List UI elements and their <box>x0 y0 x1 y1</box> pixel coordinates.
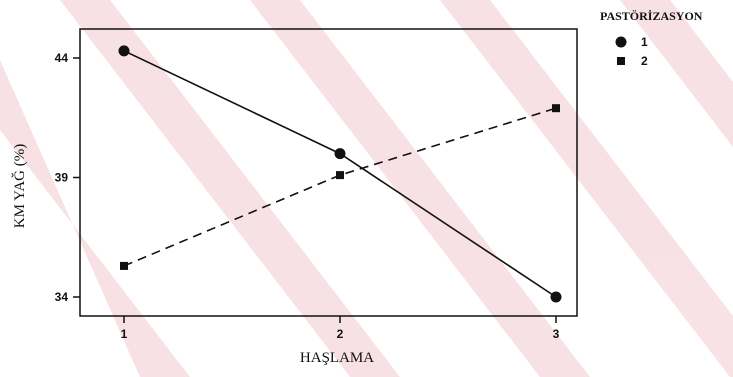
legend-label: 2 <box>641 54 648 68</box>
x-tick-label: 1 <box>121 327 128 341</box>
data-point <box>334 148 346 160</box>
data-point <box>550 291 562 303</box>
x-tick-label: 2 <box>337 327 344 341</box>
x-axis: 1 2 3 <box>121 316 560 341</box>
legend-marker-circle <box>615 36 627 48</box>
legend-item: 1 <box>615 35 648 49</box>
series-1 <box>118 45 562 303</box>
y-tick-label: 39 <box>55 171 69 185</box>
legend: PASTÖRİZASYON 1 2 <box>600 9 703 68</box>
data-point <box>336 171 344 180</box>
data-point <box>120 261 128 270</box>
y-axis-title: KM YAĞ (%) <box>11 144 28 228</box>
x-tick-label: 3 <box>553 327 560 341</box>
series-2 <box>120 104 560 270</box>
legend-label: 1 <box>641 35 648 49</box>
data-point <box>118 45 130 57</box>
y-tick-label: 34 <box>55 290 69 304</box>
data-point <box>552 104 560 113</box>
x-axis-title: HAŞLAMA <box>300 350 374 366</box>
legend-marker-square <box>617 57 625 65</box>
plot-frame <box>79 28 578 317</box>
series-line <box>123 107 557 267</box>
series-layer <box>118 45 562 303</box>
legend-item: 2 <box>617 54 648 68</box>
legend-title: PASTÖRİZASYON <box>600 9 703 23</box>
y-axis: 34 39 44 <box>55 51 80 304</box>
y-tick-label: 44 <box>55 51 69 65</box>
